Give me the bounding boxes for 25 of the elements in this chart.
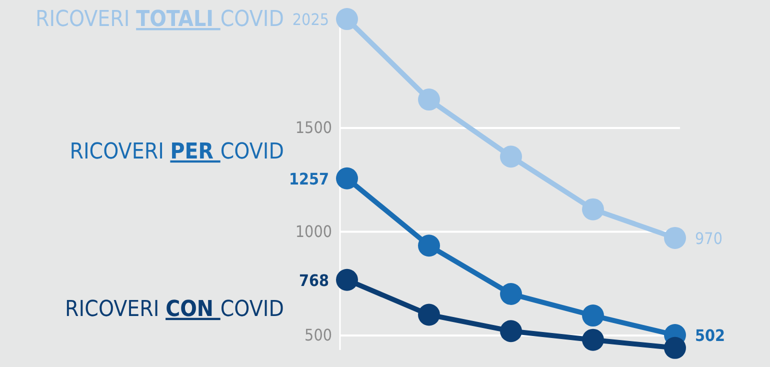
point xyxy=(582,328,604,351)
y-tick-label: 1000 xyxy=(295,222,332,241)
point xyxy=(336,167,358,190)
point xyxy=(418,304,440,326)
point xyxy=(664,226,686,249)
point xyxy=(336,8,358,30)
point xyxy=(336,268,358,291)
text: RICOVERI PER COVID xyxy=(70,139,284,164)
data-label: 1257 xyxy=(288,169,329,188)
y-tick-label: 1500 xyxy=(295,118,332,138)
data-label: 502 xyxy=(695,326,726,346)
point xyxy=(418,88,440,111)
point xyxy=(500,320,522,342)
point xyxy=(500,283,522,305)
data-label: 2025 xyxy=(292,10,329,30)
data-label: 768 xyxy=(298,270,329,290)
y-tick-label: 500 xyxy=(304,326,332,345)
point xyxy=(582,198,604,220)
point xyxy=(418,234,440,257)
text: RICOVERI TOTALI COVID xyxy=(36,7,284,32)
point xyxy=(664,336,686,359)
point xyxy=(500,146,522,168)
data-label: 970 xyxy=(695,228,722,248)
text: RICOVERI CON COVID xyxy=(65,296,284,322)
point xyxy=(582,304,604,327)
